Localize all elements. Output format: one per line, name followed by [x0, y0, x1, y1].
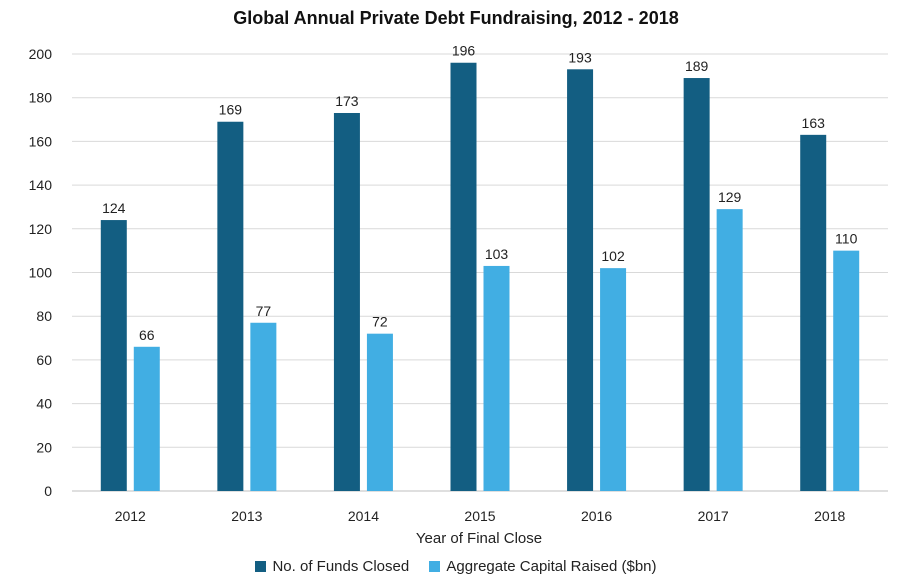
gridlines: [72, 53, 888, 492]
y-tick-label: 140: [29, 177, 53, 193]
data-label-funds-2017: 189: [685, 58, 709, 74]
legend-swatch-capital: [429, 561, 441, 572]
labels: 0 20 40 60 80 100 120 140 160 180 200 124 66 2012 169 7…: [29, 43, 858, 524]
bar-capital-2013: [250, 322, 277, 491]
legend: No. of Funds Closed Aggregate Capital Ra…: [0, 558, 912, 576]
bar-funds-2013: [217, 121, 244, 492]
data-label-funds-2018: 163: [802, 115, 826, 131]
x-tick-label: 2018: [814, 508, 845, 524]
legend-label-funds: No. of Funds Closed: [272, 558, 410, 575]
data-label-funds-2013: 169: [219, 102, 243, 118]
x-tick-label: 2014: [348, 508, 379, 524]
data-label-capital-2018: 110: [835, 231, 858, 247]
bar-funds-2014: [333, 112, 360, 492]
bar-funds-2012: [100, 220, 127, 491]
bar-funds-2015: [450, 62, 477, 492]
bar-funds-2017: [683, 78, 710, 491]
bar-capital-2016: [600, 268, 627, 491]
y-tick-label: 120: [29, 221, 53, 237]
data-label-funds-2015: 196: [452, 43, 476, 59]
x-tick-label: 2017: [698, 508, 729, 524]
x-tick-label: 2013: [231, 508, 262, 524]
data-label-funds-2014: 173: [335, 93, 359, 109]
y-tick-label: 40: [36, 396, 52, 412]
legend-item-funds: No. of Funds Closed: [255, 558, 409, 575]
chart-title: Global Annual Private Debt Fundraising, …: [233, 8, 679, 28]
y-tick-label: 100: [29, 265, 53, 281]
legend-item-capital: Aggregate Capital Raised ($bn): [429, 558, 657, 575]
y-tick-label: 0: [44, 483, 52, 499]
x-tick-label: 2016: [581, 508, 612, 524]
x-tick-label: 2012: [115, 508, 146, 524]
data-label-funds-2016: 193: [568, 49, 592, 65]
data-label-capital-2012: 66: [139, 327, 155, 343]
bar-funds-2016: [567, 69, 594, 492]
data-label-funds-2012: 124: [102, 200, 126, 216]
data-label-capital-2013: 77: [256, 303, 272, 319]
bar-capital-2018: [833, 250, 860, 491]
legend-label-capital: Aggregate Capital Raised ($bn): [446, 558, 657, 575]
bar-funds-2018: [800, 134, 827, 491]
bar-capital-2015: [483, 265, 510, 491]
data-label-capital-2017: 129: [718, 189, 742, 205]
legend-swatch-funds: [255, 561, 267, 572]
y-tick-label: 180: [29, 90, 53, 106]
y-tick-label: 80: [36, 308, 52, 324]
bar-capital-2017: [716, 209, 743, 491]
data-label-capital-2015: 103: [485, 246, 509, 262]
y-tick-label: 200: [29, 46, 53, 62]
data-label-capital-2014: 72: [372, 314, 388, 330]
y-tick-label: 160: [29, 133, 53, 149]
y-tick-label: 60: [36, 352, 52, 368]
x-tick-label: 2015: [464, 508, 495, 524]
data-label-capital-2016: 102: [601, 248, 625, 264]
bar-capital-2014: [366, 333, 393, 491]
bars: [100, 62, 860, 492]
bar-capital-2012: [133, 346, 160, 491]
x-axis-title: Year of Final Close: [416, 530, 542, 547]
y-tick-label: 20: [36, 439, 52, 455]
